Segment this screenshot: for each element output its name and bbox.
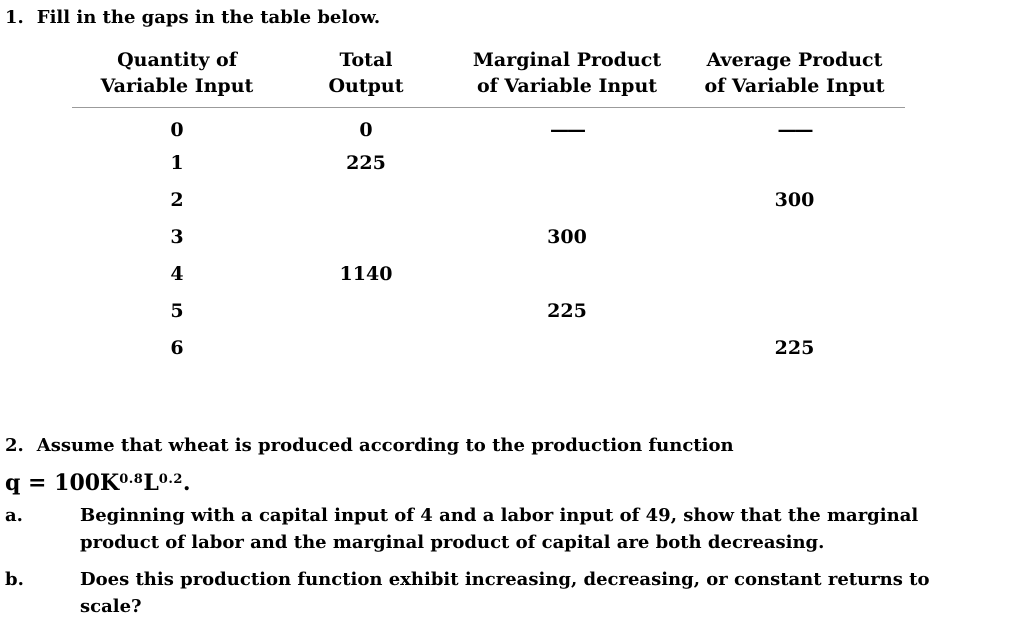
formula-exponent-l: 0.2	[158, 472, 183, 487]
table-row: 3 300	[72, 219, 905, 256]
cell-total-output: 0	[359, 118, 373, 141]
formula-period: .	[182, 470, 191, 496]
column-header-average-product: Average Product of Variable Input	[684, 38, 905, 108]
cell-average-product	[684, 293, 905, 330]
cell-quantity: 0	[170, 118, 184, 141]
formula-lhs: q = 100K	[5, 470, 120, 496]
header-line: of Variable Input	[476, 75, 658, 97]
cell-marginal-product	[450, 145, 684, 182]
formula-exponent-k: 0.8	[119, 472, 144, 487]
question-2-heading: 2. Assume that wheat is produced accordi…	[5, 435, 734, 457]
production-function-formula: q = 100K0.8L0.2.	[5, 466, 191, 497]
column-header-total-output: Total Output	[282, 38, 450, 108]
part-b-text: Does this production function exhibit in…	[80, 566, 1015, 620]
cell-marginal-product: 300	[547, 226, 587, 248]
cell-quantity: 1	[170, 152, 184, 174]
cell-marginal-product-blank-dash: ——	[550, 118, 586, 141]
cell-marginal-product: 225	[547, 300, 587, 322]
part-b-text-line-1: Does this production function exhibit in…	[80, 569, 930, 590]
cell-quantity: 5	[170, 300, 184, 322]
formula-base-l: L	[143, 470, 159, 496]
cell-average-product	[684, 256, 905, 293]
question-2-text: Assume that wheat is produced according …	[36, 435, 734, 456]
cell-quantity: 6	[170, 337, 184, 359]
cell-quantity: 2	[170, 189, 184, 211]
table-row: 1 225	[72, 145, 905, 182]
question-1-heading: 1. Fill in the gaps in the table below.	[5, 7, 380, 29]
part-a-text-line-1: Beginning with a capital input of 4 and …	[80, 505, 919, 526]
question-2-part-b: b. Does this production function exhibit…	[5, 566, 1015, 620]
table-row: 4 1140	[72, 256, 905, 293]
header-line: Marginal Product	[472, 49, 662, 71]
part-a-label: a.	[5, 505, 23, 526]
column-header-quantity: Quantity of Variable Input	[72, 38, 282, 108]
cell-total-output	[282, 293, 450, 330]
header-line: Quantity of	[117, 49, 237, 71]
header-line: Output	[328, 75, 404, 97]
cell-total-output	[282, 182, 450, 219]
question-2-number: 2.	[5, 435, 24, 456]
header-line: Average Product	[706, 49, 883, 71]
cell-quantity: 4	[170, 263, 184, 285]
table-header-row: Quantity of Variable Input Total Output …	[72, 38, 905, 108]
part-b-text-line-2: scale?	[80, 596, 142, 617]
cell-marginal-product	[450, 182, 684, 219]
cell-average-product: 300	[774, 189, 815, 211]
header-line: of Variable Input	[704, 75, 885, 97]
cell-average-product: 225	[774, 337, 815, 359]
question-1-text: Fill in the gaps in the table below.	[36, 7, 381, 28]
cell-average-product	[684, 145, 905, 182]
part-b-label: b.	[5, 569, 24, 590]
part-a-text-line-2: product of labor and the marginal produc…	[80, 532, 825, 553]
part-a-text: Beginning with a capital input of 4 and …	[80, 502, 1015, 556]
production-table: Quantity of Variable Input Total Output …	[72, 38, 905, 367]
cell-quantity: 3	[170, 226, 184, 248]
cell-total-output	[282, 330, 450, 367]
cell-marginal-product	[450, 256, 684, 293]
column-header-marginal-product: Marginal Product of Variable Input	[450, 38, 684, 108]
cell-total-output: 225	[346, 152, 386, 174]
question-2-part-a: a. Beginning with a capital input of 4 a…	[5, 502, 1015, 556]
table-row: 0 0 —— ——	[72, 108, 905, 145]
cell-total-output: 1140	[339, 263, 393, 285]
cell-average-product-blank-dash: ——	[777, 118, 814, 141]
cell-marginal-product	[450, 330, 684, 367]
header-line: Variable Input	[100, 75, 254, 97]
header-line: Total	[339, 49, 393, 71]
table-row: 6 225	[72, 330, 905, 367]
table-row: 2 300	[72, 182, 905, 219]
cell-average-product	[684, 219, 905, 256]
question-1-number: 1.	[5, 7, 24, 28]
table-row: 5 225	[72, 293, 905, 330]
cell-total-output	[282, 219, 450, 256]
